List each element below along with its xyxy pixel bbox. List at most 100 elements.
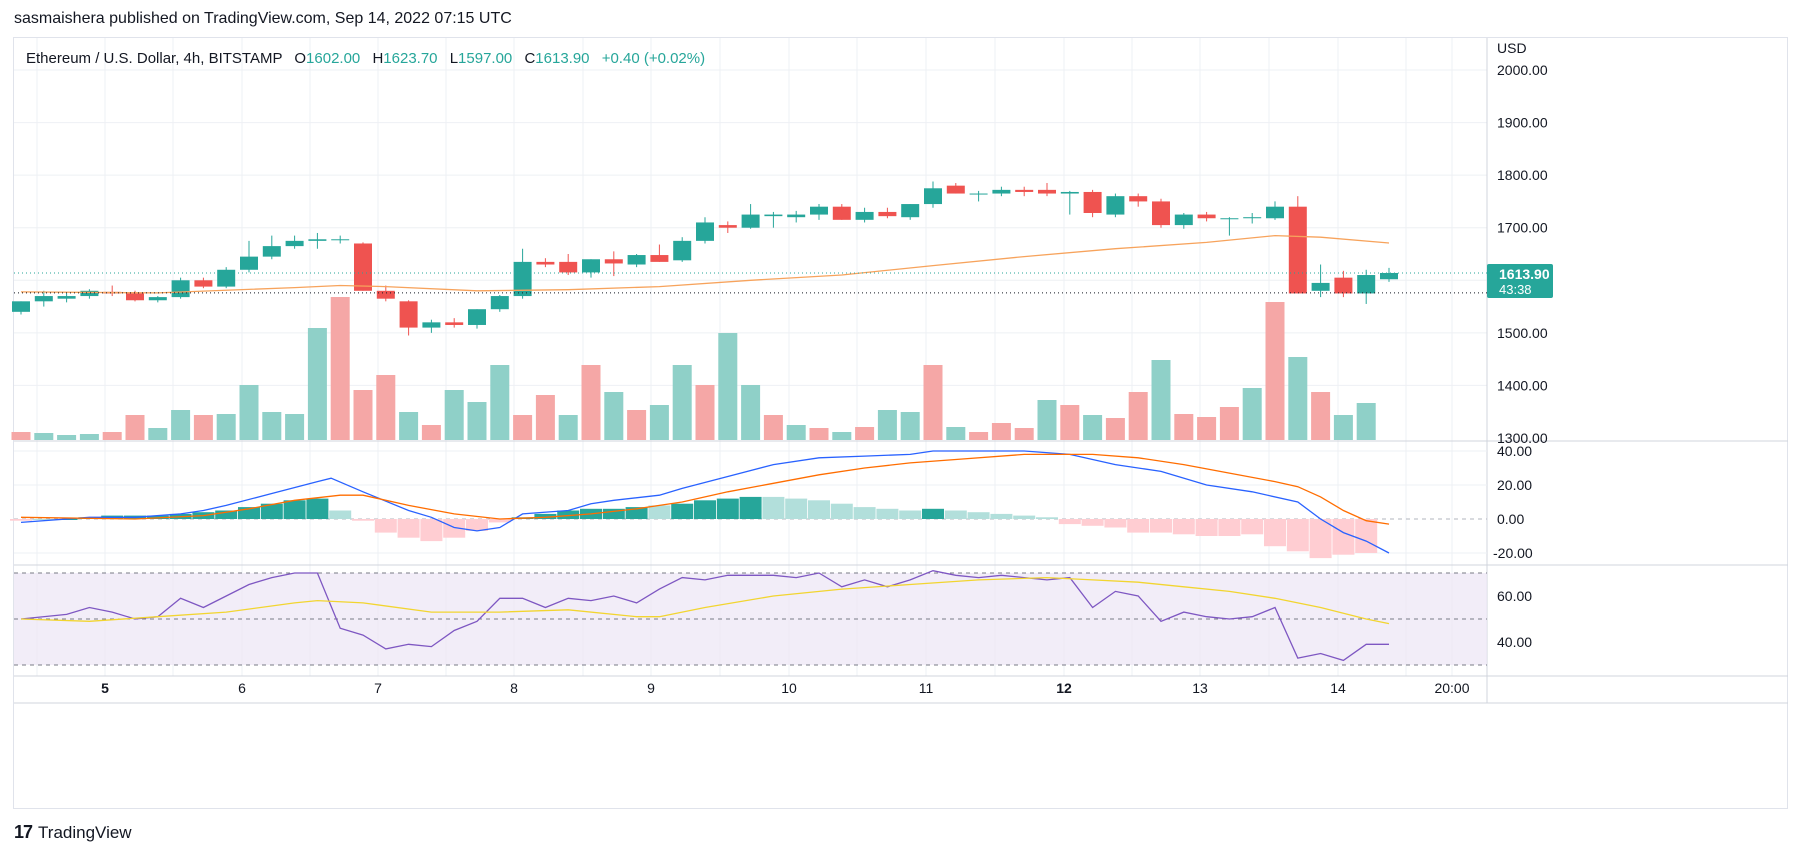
candle-body (1197, 214, 1216, 219)
candle-body (1357, 275, 1376, 294)
macd-histogram-bar (1127, 519, 1150, 533)
close-label: C (524, 50, 536, 67)
volume-bar (1265, 302, 1285, 440)
candle-body (1106, 196, 1125, 215)
volume-bar (1128, 392, 1148, 440)
volume-bar (1151, 360, 1171, 440)
candle-body (376, 290, 395, 299)
macd-histogram-bar (1332, 519, 1355, 555)
macd-histogram-bar (306, 498, 329, 519)
high-value: 1623.70 (383, 50, 438, 67)
volume-bar (1356, 403, 1376, 440)
candle-body (1129, 196, 1148, 202)
candle-body (582, 259, 600, 273)
volume-bar (34, 433, 54, 440)
tradingview-logo[interactable]: 17 TradingView (14, 822, 132, 843)
macd-histogram-bar (260, 503, 283, 519)
price-tag-countdown: 43:38 (1499, 282, 1532, 297)
volume-bar (11, 432, 31, 440)
macd-histogram-bar (602, 508, 625, 519)
macd-histogram-bar (10, 519, 32, 521)
signal-line (20, 453, 1390, 525)
price-tick-label: 1800.00 (1497, 167, 1548, 183)
candle-body (696, 222, 714, 241)
price-tick-label: 1300.00 (1497, 430, 1548, 446)
candle-body (34, 296, 53, 302)
low-label: L (449, 50, 459, 67)
candle-body (901, 204, 920, 218)
candle-body (285, 240, 304, 247)
volume-bar (900, 412, 920, 440)
time-tick-label: 14 (1330, 680, 1346, 696)
volume-bar (513, 415, 533, 440)
candle-body (445, 322, 464, 325)
macd-histogram-bar (808, 500, 830, 519)
candle-body (1060, 191, 1079, 194)
indicator-bands (14, 572, 1487, 666)
volume-bar (1197, 417, 1217, 440)
candle-body (764, 214, 783, 217)
change-value: +0.40 (+0.02%) (601, 50, 706, 67)
time-tick-label: 6 (238, 680, 246, 696)
price-tick-label: 1400.00 (1497, 377, 1548, 393)
time-tick-label: 8 (510, 680, 518, 696)
macd-histogram-bar (648, 505, 671, 519)
candle-body (946, 185, 965, 194)
macd-histogram-bar (716, 498, 739, 519)
macd-histogram-bar (1036, 517, 1058, 519)
volume-bar (467, 402, 487, 440)
volume-bar (262, 412, 282, 440)
volume-bar (672, 365, 692, 440)
macd-histogram-bar (899, 510, 922, 519)
volume-bar (763, 415, 783, 440)
volume-bar (581, 365, 601, 440)
macd-histogram-bar (1264, 519, 1286, 547)
legend: Ethereum / U.S. Dollar, 4h, BITSTAMP O16… (26, 50, 705, 67)
volume-bar (1174, 414, 1194, 440)
macd-histogram-bar (397, 519, 420, 538)
macd-tick-label: 40.00 (1497, 443, 1532, 459)
candle-body (217, 269, 236, 287)
macd-histogram-bar (990, 513, 1013, 519)
candle-body (1311, 282, 1330, 291)
volume-bar (991, 423, 1011, 440)
volume-bar (102, 432, 122, 440)
candle-body (855, 211, 874, 220)
candle-body (126, 293, 144, 301)
candle-body (171, 280, 190, 298)
candle-body (1288, 206, 1307, 294)
candle-body (650, 255, 669, 262)
macd-histogram-bar (466, 519, 488, 531)
price-tick-label: 2000.00 (1497, 62, 1548, 78)
macd-histogram-bar (1355, 519, 1378, 553)
macd-histogram-bar (283, 500, 306, 519)
open-value: 1602.00 (306, 50, 361, 67)
rsi-line (20, 570, 1389, 662)
volume-bar (171, 410, 191, 440)
macd-histogram-bar (830, 503, 853, 519)
candle-body (57, 296, 76, 299)
macd-histogram-bar (443, 519, 466, 538)
volume-bar (832, 432, 852, 440)
volume-bar (376, 375, 396, 440)
time-tick-label: 9 (647, 680, 655, 696)
close-value: 1613.90 (535, 50, 590, 67)
candle-body (536, 261, 555, 265)
macd-tick-label: -20.00 (1493, 545, 1533, 561)
volume-bar (535, 395, 555, 440)
macd-histogram-bar (1218, 519, 1241, 536)
volume-bar (923, 365, 943, 440)
candle-body (1243, 217, 1262, 219)
volume-bar (79, 434, 99, 440)
volume-bar (1060, 405, 1080, 440)
time-tick-label: 20:00 (1434, 680, 1469, 696)
volume-bar (1037, 400, 1057, 440)
macd-histogram-bar (853, 507, 876, 519)
volume-bar (330, 297, 350, 440)
volume-bar (604, 392, 624, 440)
rsi-tick-label: 40.00 (1497, 634, 1532, 650)
candle-body (1266, 206, 1284, 219)
macd-histogram-bar (694, 500, 716, 519)
candle-body (422, 322, 441, 328)
